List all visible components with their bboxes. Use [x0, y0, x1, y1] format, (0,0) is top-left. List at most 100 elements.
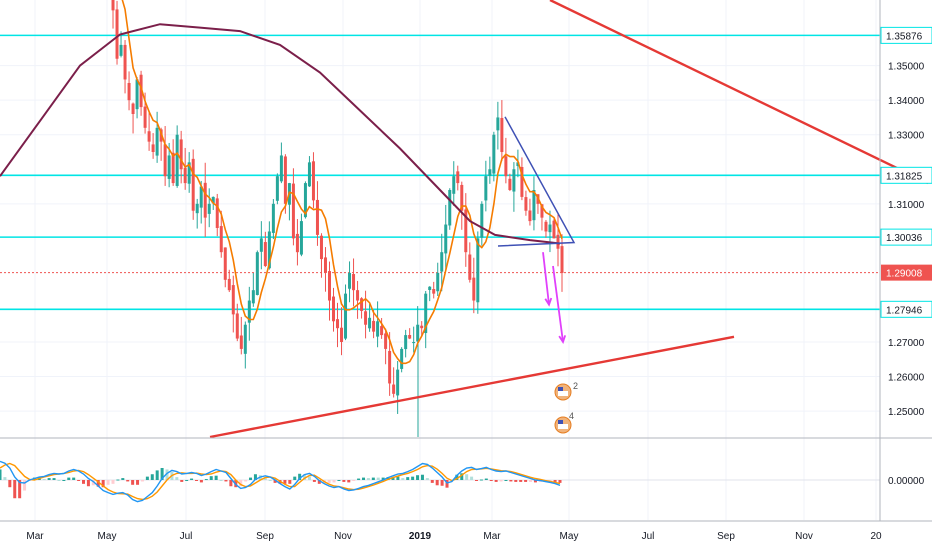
- candle-body[interactable]: [408, 334, 412, 339]
- candle-body[interactable]: [223, 247, 227, 280]
- candle-body[interactable]: [356, 290, 360, 301]
- candle-body[interactable]: [207, 203, 211, 214]
- candle-body[interactable]: [143, 106, 147, 128]
- candle-body[interactable]: [560, 246, 564, 273]
- candle-body[interactable]: [267, 231, 271, 269]
- candle-body[interactable]: [540, 204, 544, 218]
- candle-body[interactable]: [496, 117, 500, 131]
- candle-body[interactable]: [368, 317, 372, 329]
- candle-body[interactable]: [456, 171, 460, 184]
- candle-body[interactable]: [119, 44, 123, 56]
- moving-average-fast[interactable]: [105, 0, 563, 365]
- candle-body[interactable]: [460, 184, 464, 211]
- candle-body[interactable]: [444, 224, 448, 254]
- candle-body[interactable]: [532, 190, 536, 221]
- candle-body[interactable]: [299, 221, 303, 255]
- candle-body[interactable]: [516, 162, 520, 167]
- candle-body[interactable]: [303, 183, 307, 218]
- candle-body[interactable]: [243, 324, 247, 354]
- candle-body[interactable]: [332, 296, 335, 322]
- projection-arrow[interactable]: [542, 252, 550, 305]
- candle-body[interactable]: [520, 167, 524, 197]
- candle-body[interactable]: [484, 176, 488, 201]
- candle-body[interactable]: [400, 348, 404, 369]
- candle-body[interactable]: [123, 44, 127, 80]
- candle-body[interactable]: [127, 82, 131, 101]
- candle-body[interactable]: [416, 324, 420, 342]
- candle-body[interactable]: [344, 293, 348, 339]
- candle-body[interactable]: [319, 235, 323, 260]
- candle-body[interactable]: [307, 162, 311, 187]
- candle-body[interactable]: [512, 169, 516, 192]
- candles[interactable]: [104, 0, 564, 437]
- candle-body[interactable]: [151, 144, 155, 152]
- candle-body[interactable]: [364, 311, 368, 325]
- candle-body[interactable]: [187, 162, 191, 184]
- macd-line[interactable]: [0, 460, 561, 503]
- candle-body[interactable]: [111, 0, 115, 11]
- candle-body[interactable]: [271, 203, 275, 233]
- candle-body[interactable]: [279, 155, 283, 182]
- candle-body[interactable]: [404, 335, 408, 350]
- candle-body[interactable]: [376, 321, 380, 337]
- candle-body[interactable]: [315, 199, 319, 235]
- descending-trendline[interactable]: [549, 0, 929, 185]
- ascending-trendline[interactable]: [209, 335, 735, 439]
- candle-body[interactable]: [544, 221, 548, 232]
- price-pane[interactable]: 24: [0, 0, 929, 439]
- candle-body[interactable]: [488, 169, 492, 176]
- candle-body[interactable]: [412, 342, 416, 344]
- triangle-pattern[interactable]: [497, 116, 576, 247]
- candle-body[interactable]: [295, 233, 299, 253]
- candle-body[interactable]: [199, 186, 203, 208]
- candle-body[interactable]: [247, 300, 251, 323]
- candle-body[interactable]: [227, 278, 231, 291]
- candle-body[interactable]: [175, 134, 179, 186]
- candle-body[interactable]: [251, 290, 255, 304]
- projection-arrow[interactable]: [552, 265, 564, 343]
- macd-signal-line[interactable]: [0, 462, 561, 501]
- candle-body[interactable]: [480, 203, 484, 238]
- candle-body[interactable]: [380, 326, 384, 336]
- candle-body[interactable]: [424, 293, 428, 334]
- candle-body[interactable]: [396, 369, 400, 396]
- candle-body[interactable]: [476, 238, 480, 303]
- candle-body[interactable]: [159, 129, 163, 142]
- candle-body[interactable]: [311, 161, 315, 201]
- candle-body[interactable]: [420, 325, 424, 329]
- candle-body[interactable]: [360, 298, 364, 311]
- candle-body[interactable]: [203, 182, 207, 218]
- candle-body[interactable]: [275, 176, 279, 201]
- moving-average-slow[interactable]: [0, 23, 561, 245]
- candle-body[interactable]: [556, 234, 560, 249]
- candle-body[interactable]: [231, 285, 235, 315]
- candle-body[interactable]: [548, 224, 552, 233]
- candle-body[interactable]: [263, 242, 267, 266]
- candle-body[interactable]: [139, 74, 143, 108]
- candle-body[interactable]: [235, 313, 239, 339]
- candle-body[interactable]: [348, 272, 352, 289]
- candle-body[interactable]: [436, 272, 440, 292]
- candle-body[interactable]: [464, 209, 468, 253]
- candle-body[interactable]: [452, 176, 456, 194]
- candle-body[interactable]: [388, 350, 392, 384]
- candle-body[interactable]: [219, 226, 223, 253]
- candle-body[interactable]: [131, 103, 135, 114]
- candle-body[interactable]: [115, 9, 119, 59]
- candle-body[interactable]: [171, 152, 175, 184]
- candle-body[interactable]: [492, 134, 496, 174]
- candle-body[interactable]: [259, 238, 263, 252]
- candle-body[interactable]: [167, 155, 171, 179]
- candle-body[interactable]: [340, 327, 344, 342]
- candle-body[interactable]: [552, 220, 556, 239]
- candle-body[interactable]: [195, 203, 199, 214]
- candle-body[interactable]: [352, 274, 356, 291]
- candle-body[interactable]: [147, 131, 151, 142]
- candle-body[interactable]: [524, 197, 528, 211]
- candle-body[interactable]: [255, 252, 259, 295]
- candle-body[interactable]: [155, 127, 159, 156]
- candle-body[interactable]: [179, 139, 183, 170]
- candle-body[interactable]: [384, 333, 388, 349]
- candle-body[interactable]: [239, 335, 243, 349]
